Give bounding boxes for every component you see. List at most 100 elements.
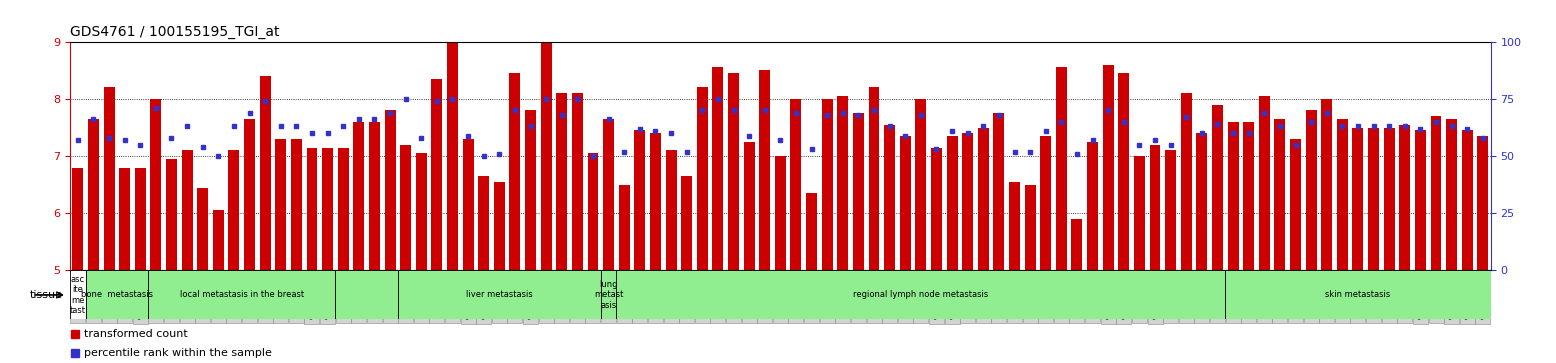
Bar xyxy=(1212,105,1223,270)
Bar xyxy=(682,176,692,270)
Bar xyxy=(1057,68,1067,270)
Bar xyxy=(400,144,411,270)
Bar xyxy=(1352,127,1363,270)
Bar xyxy=(790,99,801,270)
Bar xyxy=(1321,99,1332,270)
Bar xyxy=(509,73,520,270)
Bar xyxy=(1228,122,1239,270)
Bar xyxy=(1290,139,1301,270)
Bar xyxy=(1181,93,1192,270)
Bar xyxy=(868,87,879,270)
Bar xyxy=(899,136,910,270)
Bar xyxy=(148,270,336,319)
Bar xyxy=(616,270,1225,319)
Bar xyxy=(398,270,601,319)
Bar xyxy=(104,87,115,270)
Bar xyxy=(70,270,86,319)
Bar xyxy=(573,93,584,270)
Bar xyxy=(1088,142,1099,270)
Bar xyxy=(86,270,148,319)
Text: tissue: tissue xyxy=(30,290,62,300)
Bar xyxy=(1119,73,1130,270)
Bar xyxy=(1008,182,1021,270)
Bar xyxy=(1446,119,1456,270)
Bar xyxy=(853,113,864,270)
Bar xyxy=(604,119,615,270)
Bar xyxy=(415,153,426,270)
Text: percentile rank within the sample: percentile rank within the sample xyxy=(84,348,271,358)
Bar xyxy=(619,185,630,270)
Bar xyxy=(1134,156,1145,270)
Text: regional lymph node metastasis: regional lymph node metastasis xyxy=(853,290,988,299)
Bar xyxy=(1305,110,1316,270)
Bar xyxy=(322,147,333,270)
Bar xyxy=(353,122,364,270)
Bar xyxy=(540,33,552,270)
Bar xyxy=(775,156,786,270)
Bar xyxy=(1383,127,1394,270)
Bar xyxy=(1103,65,1114,270)
Bar xyxy=(213,211,224,270)
Bar xyxy=(462,139,473,270)
Bar xyxy=(930,147,941,270)
Bar xyxy=(1368,127,1379,270)
Bar xyxy=(635,130,646,270)
Bar xyxy=(822,99,832,270)
Bar xyxy=(946,136,957,270)
Bar xyxy=(478,176,489,270)
Bar xyxy=(135,168,146,270)
Bar xyxy=(1225,270,1491,319)
Bar xyxy=(120,168,131,270)
Bar xyxy=(1243,122,1254,270)
Text: transformed count: transformed count xyxy=(84,329,187,339)
Bar xyxy=(447,30,457,270)
Text: liver metastasis: liver metastasis xyxy=(465,290,532,299)
Bar xyxy=(151,99,162,270)
Bar xyxy=(1072,219,1083,270)
Text: asc
ite
me
tast: asc ite me tast xyxy=(70,275,86,315)
Bar xyxy=(198,188,209,270)
Bar xyxy=(728,73,739,270)
Bar xyxy=(166,159,177,270)
Bar xyxy=(1025,185,1036,270)
Text: bone  metastasis: bone metastasis xyxy=(81,290,152,299)
Bar xyxy=(1150,144,1161,270)
Bar xyxy=(806,193,817,270)
Bar xyxy=(275,139,286,270)
Bar xyxy=(73,168,84,270)
Bar xyxy=(713,68,724,270)
Bar xyxy=(369,122,380,270)
Bar xyxy=(977,127,988,270)
Bar xyxy=(993,113,1004,270)
Bar xyxy=(666,150,677,270)
Bar xyxy=(1165,150,1176,270)
Bar xyxy=(89,119,100,270)
Bar xyxy=(307,147,317,270)
Bar xyxy=(1274,119,1285,270)
Bar xyxy=(1259,96,1270,270)
Bar xyxy=(915,99,926,270)
Bar xyxy=(1197,133,1207,270)
Bar xyxy=(650,133,661,270)
Bar xyxy=(384,110,395,270)
Bar xyxy=(260,76,271,270)
Bar xyxy=(1041,136,1052,270)
Bar xyxy=(759,70,770,270)
Bar xyxy=(431,79,442,270)
Bar xyxy=(291,139,302,270)
Bar xyxy=(837,96,848,270)
Bar xyxy=(182,150,193,270)
Bar xyxy=(524,110,535,270)
Bar xyxy=(336,270,398,319)
Bar xyxy=(1461,130,1472,270)
Text: local metastasis in the breast: local metastasis in the breast xyxy=(179,290,303,299)
Text: skin metastasis: skin metastasis xyxy=(1326,290,1391,299)
Text: GDS4761 / 100155195_TGI_at: GDS4761 / 100155195_TGI_at xyxy=(70,25,280,39)
Bar xyxy=(244,119,255,270)
Bar xyxy=(588,153,599,270)
Bar xyxy=(493,182,504,270)
Bar xyxy=(744,142,755,270)
Bar xyxy=(884,125,895,270)
Text: lung
metast
asis: lung metast asis xyxy=(594,280,624,310)
Bar xyxy=(1337,119,1347,270)
